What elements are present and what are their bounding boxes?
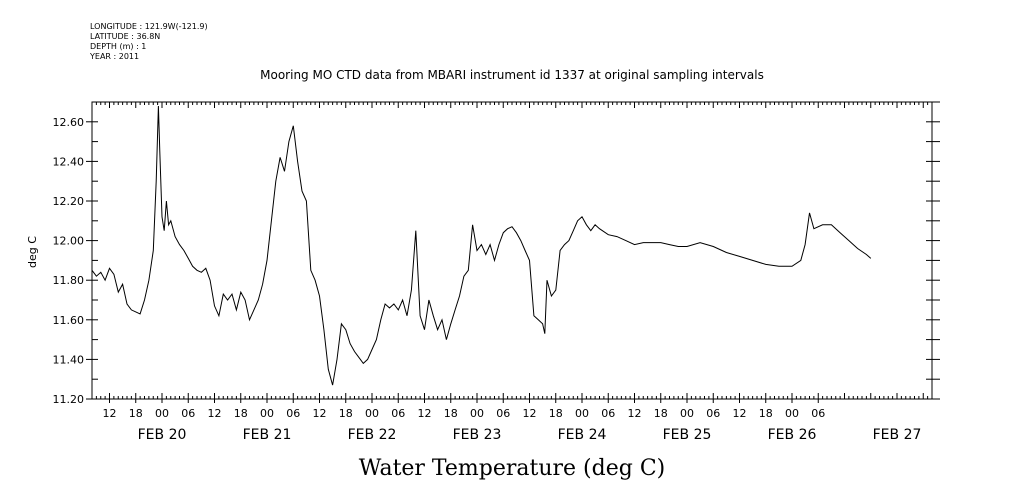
x-tick-label: 00 (470, 407, 484, 420)
x-tick-label: 18 (129, 407, 143, 420)
y-tick-label: 12.20 (53, 195, 85, 208)
latitude-label: LATITUDE : 36.8N (90, 32, 161, 41)
x-tick-label: 18 (549, 407, 563, 420)
x-tick-label: 12 (733, 407, 747, 420)
x-tick-label: 06 (391, 407, 405, 420)
x-tick-label: 18 (759, 407, 773, 420)
y-tick-label: 12.40 (53, 155, 85, 168)
chart-title: Mooring MO CTD data from MBARI instrumen… (260, 68, 764, 82)
x-tick-label: 06 (496, 407, 510, 420)
x-date-label: FEB 27 (873, 427, 922, 443)
y-tick-label: 11.60 (53, 314, 85, 327)
x-tick-label: 00 (680, 407, 694, 420)
x-tick-label: 06 (601, 407, 615, 420)
year-label: YEAR : 2011 (90, 52, 140, 61)
y-axis-label: deg C (26, 236, 39, 268)
x-tick-label: 00 (785, 407, 799, 420)
x-tick-label: 00 (155, 407, 169, 420)
x-tick-label: 12 (523, 407, 537, 420)
temperature-series-line (91, 105, 872, 386)
x-date-label: FEB 23 (453, 427, 502, 443)
x-tick-label: 06 (811, 407, 825, 420)
y-tick-label: 11.40 (53, 353, 85, 366)
y-tick-label: 11.20 (53, 393, 85, 406)
x-tick-label: 18 (339, 407, 353, 420)
x-tick-label: 00 (365, 407, 379, 420)
longitude-label: LONGITUDE : 121.9W(-121.9) (90, 22, 208, 31)
x-date-label: FEB 22 (348, 427, 397, 443)
y-tick-label: 12.00 (53, 235, 85, 248)
x-tick-label: 00 (575, 407, 589, 420)
x-tick-label: 18 (234, 407, 248, 420)
x-tick-label: 06 (181, 407, 195, 420)
axes-group: 12 18 00 06 12 18 00 06 12 18 00 06 12 18 00 06 12 18 00 06… (53, 101, 940, 443)
bottom-title: Water Temperature (deg C) (359, 456, 666, 481)
x-date-label: FEB 21 (243, 427, 292, 443)
x-date-label: FEB 24 (558, 427, 607, 443)
x-tick-label: 12 (208, 407, 222, 420)
x-date-label: FEB 20 (138, 427, 187, 443)
depth-label: DEPTH (m) : 1 (90, 42, 147, 51)
plot-frame (91, 101, 933, 400)
x-tick-label: 18 (654, 407, 668, 420)
y-tick-label: 11.80 (53, 274, 85, 287)
x-tick-label: 18 (444, 407, 458, 420)
x-tick-label: 12 (313, 407, 327, 420)
x-tick-label: 12 (103, 407, 117, 420)
x-tick-label: 12 (418, 407, 432, 420)
x-tick-label: 06 (706, 407, 720, 420)
x-date-label: FEB 26 (768, 427, 817, 443)
y-tick-label: 12.60 (53, 116, 85, 129)
x-tick-label: 00 (260, 407, 274, 420)
x-tick-label: 12 (628, 407, 642, 420)
metadata-block: LONGITUDE : 121.9W(-121.9) LATITUDE : 36… (90, 22, 208, 62)
x-date-label: FEB 25 (663, 427, 712, 443)
x-tick-label: 06 (286, 407, 300, 420)
